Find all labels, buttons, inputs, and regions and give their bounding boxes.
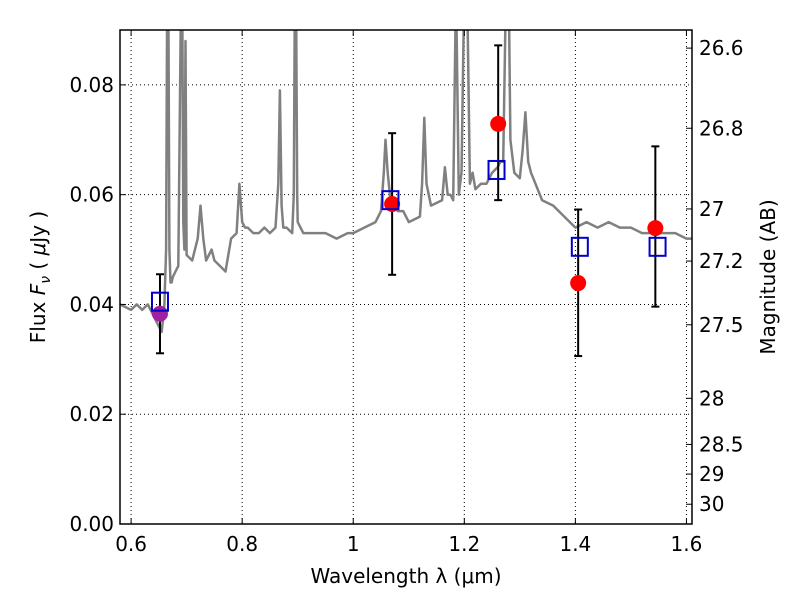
data-point-observed_optical [151, 305, 168, 322]
grid [120, 30, 692, 524]
y-tick-label: 0.06 [69, 183, 114, 207]
y-axis-label-unit: Jy ) [26, 211, 50, 245]
ticks: 0.6 0.8 1 1.2 1.4 1.6 0.00 0.02 0.04 0.06 0.08 26.6… [69, 30, 744, 556]
data-point-observed [570, 275, 587, 292]
data-point-observed [384, 195, 401, 212]
y-axis-label-open: ( [26, 255, 50, 276]
model-square-point [648, 236, 667, 257]
y-axis-label-subscript: ν [38, 276, 54, 284]
mag-tick-label: 26.8 [699, 116, 744, 140]
data-point-observed [490, 115, 507, 132]
model-square-point [381, 190, 400, 211]
plot-area [120, 30, 692, 358]
y-axis-label-symbol: F [26, 283, 50, 295]
model-square-point [150, 291, 169, 312]
x-tick-label: 1.6 [671, 532, 703, 556]
y-tick-label: 0.02 [69, 402, 114, 426]
mag-tick-label: 29 [699, 462, 724, 486]
model-square-point [570, 236, 589, 257]
mag-tick-label: 28 [699, 386, 724, 410]
y-axis-label-mu: μ [26, 243, 50, 257]
mag-tick-label: 30 [699, 492, 724, 516]
mag-tick-label: 27 [699, 197, 724, 221]
y-tick-label: 0.08 [69, 73, 114, 97]
data-point-observed [647, 220, 664, 237]
y-tick-label: 0.04 [69, 292, 114, 316]
x-tick-label: 1 [347, 532, 360, 556]
mag-tick-label: 26.6 [699, 36, 744, 60]
y-tick-label: 0.00 [69, 512, 114, 536]
mag-tick-label: 27.5 [699, 313, 744, 337]
x-tick-label: 1.2 [448, 532, 480, 556]
mag-tick-label: 28.5 [699, 432, 744, 456]
x-tick-label: 1.4 [559, 532, 591, 556]
right-axis-label: Magnitude (AB) [756, 199, 780, 354]
model-square-point [487, 159, 506, 180]
spectrum-line [120, 30, 692, 334]
y-axis-label: Flux Fν ( μJy ) [26, 211, 54, 343]
y-axis-label-prefix: Flux [26, 295, 50, 343]
plot-frame [119, 29, 693, 525]
x-axis-label: Wavelength λ (μm) [310, 564, 501, 588]
x-tick-label: 0.6 [115, 532, 147, 556]
mag-tick-label: 27.2 [699, 249, 744, 273]
x-tick-label: 0.8 [226, 532, 258, 556]
